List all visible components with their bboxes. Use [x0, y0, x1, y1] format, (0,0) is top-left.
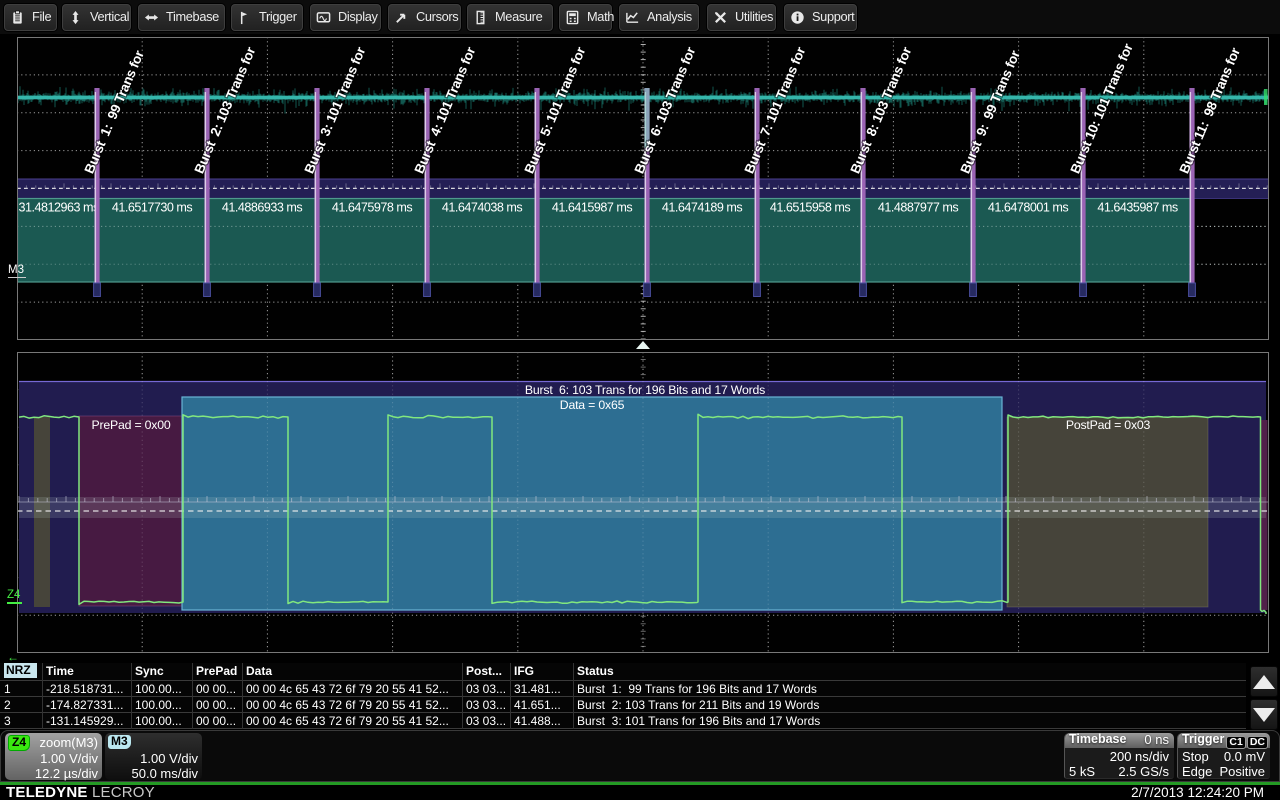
svg-text:41.6517730 ms: 41.6517730 ms [112, 201, 193, 215]
svg-text:41.4887977 ms: 41.4887977 ms [878, 201, 959, 215]
svg-text:41.6415987 ms: 41.6415987 ms [552, 201, 633, 215]
svg-text:41.6475978 ms: 41.6475978 ms [332, 201, 413, 215]
svg-text:41.6478001 ms: 41.6478001 ms [988, 201, 1069, 215]
svg-text:41.6435987 ms: 41.6435987 ms [1097, 201, 1178, 215]
svg-text:31.4812963 ms: 31.4812963 ms [19, 201, 100, 215]
svg-text:Burst 6: 103 Trans for 196 Bi: Burst 6: 103 Trans for 196 Bits and 17 W… [525, 383, 765, 397]
svg-text:41.6515958 ms: 41.6515958 ms [770, 201, 851, 215]
svg-text:41.6474189 ms: 41.6474189 ms [662, 201, 743, 215]
svg-text:PostPad = 0x03: PostPad = 0x03 [1066, 418, 1151, 432]
svg-text:PrePad = 0x00: PrePad = 0x00 [91, 418, 170, 432]
svg-text:41.4886933 ms: 41.4886933 ms [222, 201, 303, 215]
svg-text:41.6474038 ms: 41.6474038 ms [442, 201, 523, 215]
svg-text:Data = 0x65: Data = 0x65 [560, 398, 625, 412]
